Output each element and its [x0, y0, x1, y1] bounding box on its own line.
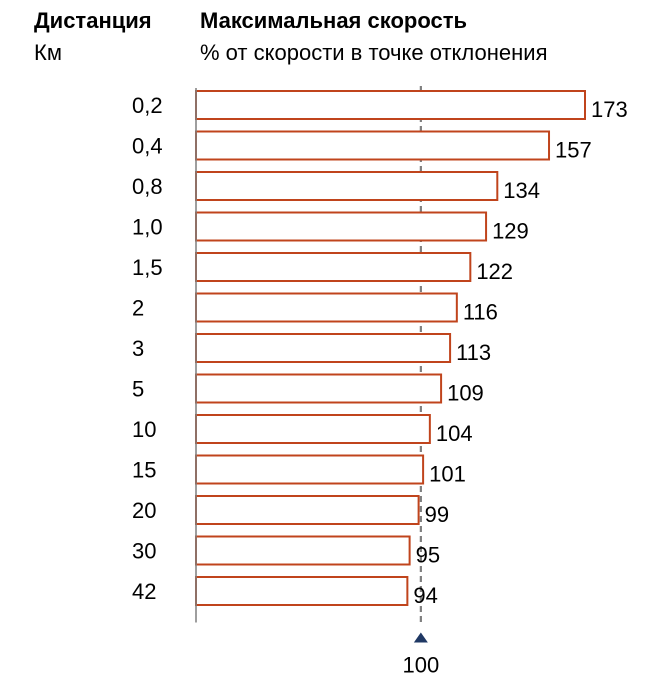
bar-5 [195, 292, 458, 323]
category-label-3: 1,0 [132, 215, 163, 240]
bar-4 [195, 252, 472, 282]
value-label-2: 134 [503, 178, 540, 203]
chart-subtitle: % от скорости в точке отклонения [200, 40, 548, 65]
category-label-8: 10 [132, 417, 156, 442]
reference-value-label: 100 [402, 653, 439, 676]
value-label-10: 99 [425, 502, 449, 527]
category-label-5: 2 [132, 296, 144, 321]
category-label-6: 3 [132, 336, 144, 361]
bar-10 [195, 495, 420, 525]
value-label-9: 101 [429, 462, 466, 487]
distance-unit-label: Км [34, 40, 62, 65]
category-label-10: 20 [132, 498, 156, 523]
category-label-0: 0,2 [132, 93, 163, 118]
category-label-1: 0,4 [132, 134, 163, 159]
category-label-11: 30 [132, 539, 156, 564]
bar-7 [195, 373, 443, 404]
value-label-1: 157 [555, 138, 592, 163]
value-label-12: 94 [413, 583, 437, 608]
bar-8 [195, 414, 431, 444]
value-label-6: 113 [456, 340, 491, 365]
value-label-3: 129 [492, 219, 529, 244]
value-label-5: 116 [463, 300, 498, 325]
value-label-7: 109 [447, 381, 484, 406]
bar-1 [195, 130, 551, 161]
distance-column-title: Дистанция [34, 8, 152, 33]
reference-marker [413, 632, 428, 643]
bar-2 [195, 171, 499, 201]
value-label-11: 95 [416, 543, 440, 568]
bar-0 [195, 90, 586, 120]
category-label-2: 0,8 [132, 174, 163, 199]
category-label-12: 42 [132, 579, 156, 604]
bar-11 [195, 535, 411, 566]
category-label-7: 5 [132, 377, 144, 402]
bar-9 [195, 454, 425, 485]
value-label-8: 104 [436, 421, 473, 446]
bar-12 [195, 576, 409, 606]
chart-title: Максимальная скорость [200, 8, 468, 33]
category-label-4: 1,5 [132, 255, 163, 280]
value-label-4: 122 [476, 259, 513, 284]
bar-3 [195, 211, 488, 242]
value-label-0: 173 [591, 97, 628, 122]
bar-6 [195, 333, 452, 363]
category-label-9: 15 [132, 458, 156, 483]
